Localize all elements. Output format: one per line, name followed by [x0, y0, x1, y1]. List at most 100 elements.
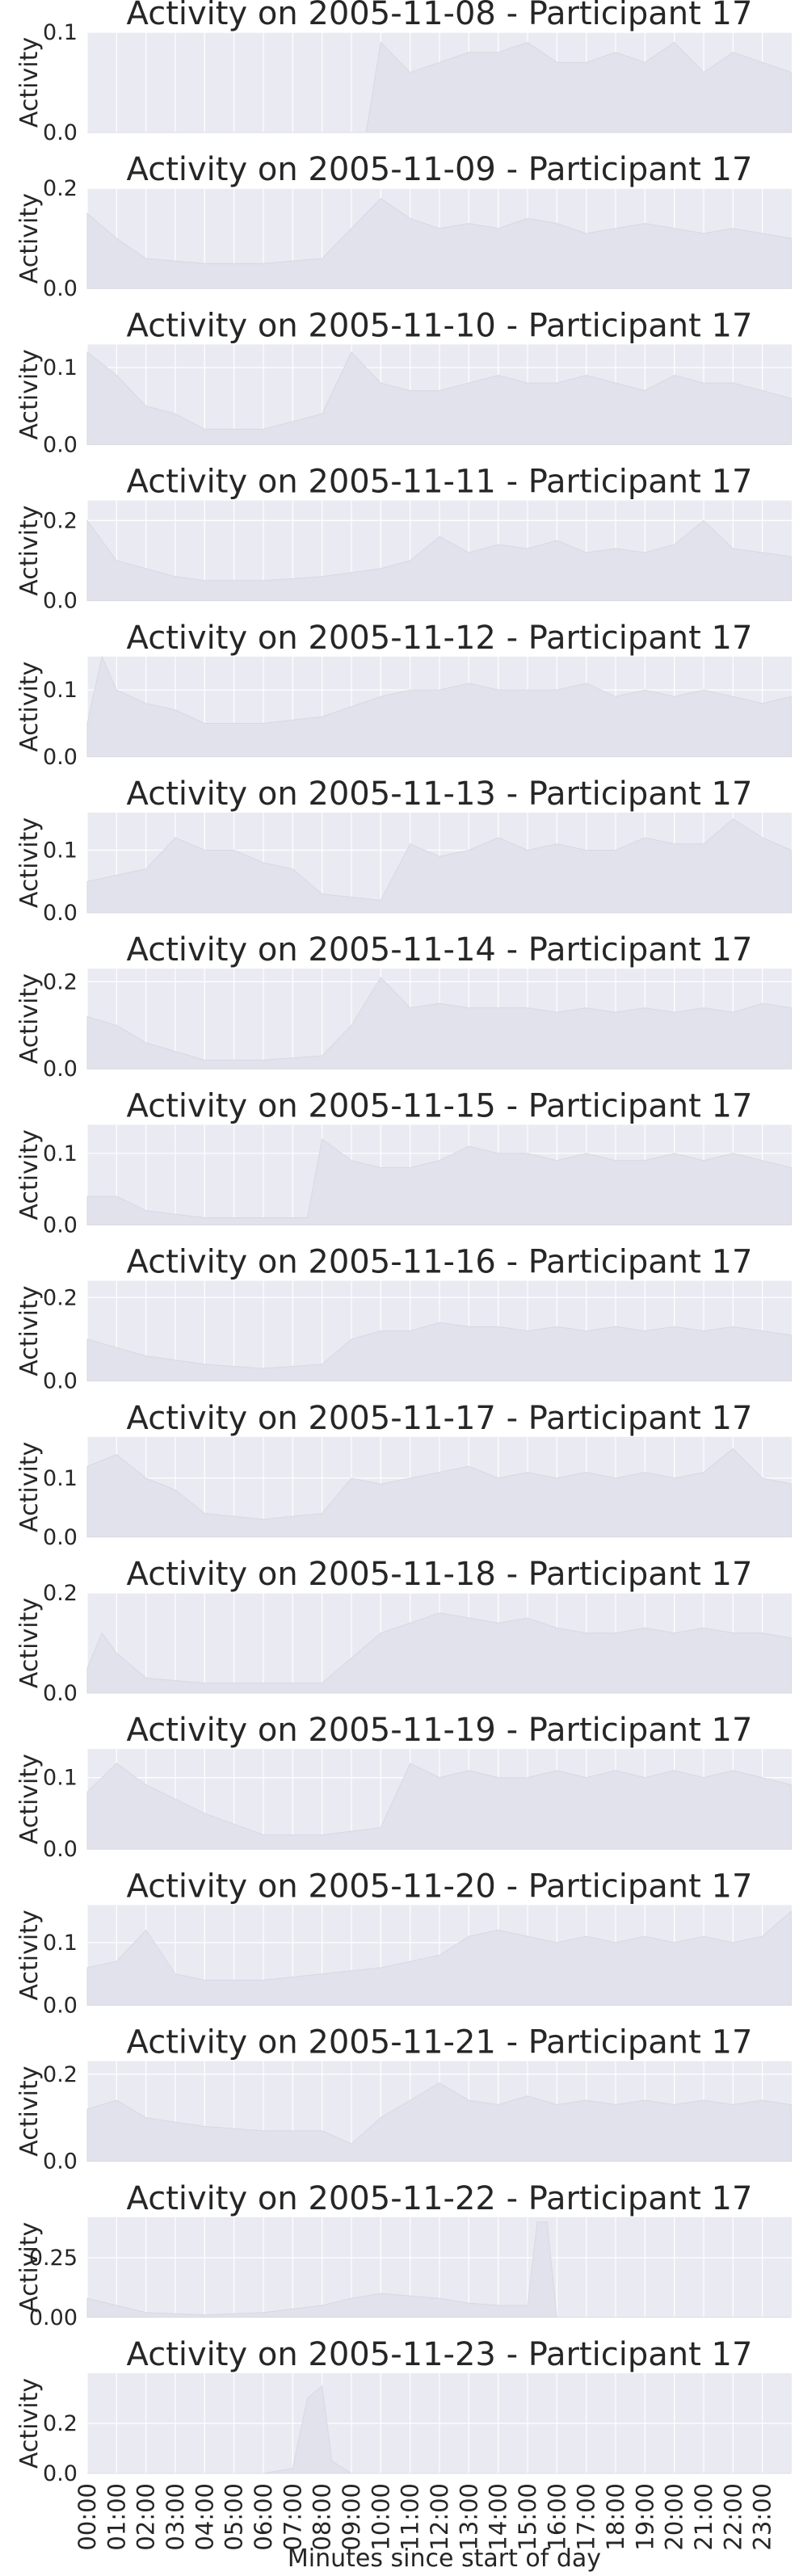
chart-panel: 0.0 0.1 Activity on 2005-11-12 - Participa… — [15, 620, 792, 770]
y-tick-label: 0.2 — [43, 2062, 78, 2087]
y-tick-label: 0.2 — [43, 1581, 78, 1606]
y-tick-label: 0.2 — [43, 2411, 78, 2436]
y-axis-label: Activity — [15, 37, 44, 128]
x-tick-label: 23:00 — [749, 2483, 776, 2551]
y-tick-label: 0.1 — [43, 678, 78, 703]
x-tick-label: 04:00 — [191, 2483, 218, 2551]
chart-title: Activity on 2005-11-20 - Participant 17 — [127, 1868, 753, 1905]
chart-panel: 0.0 0.2 Activity on 2005-11-09 - Participa… — [15, 151, 792, 301]
activity-area — [86, 977, 792, 1069]
chart-panel: 0.0 0.2 Activity on 2005-11-14 - Participa… — [15, 931, 792, 1082]
y-tick-label: 0.1 — [43, 1466, 78, 1491]
y-tick-label: 0.0 — [43, 1212, 78, 1238]
y-tick-label: 0.0 — [43, 589, 78, 614]
activity-area — [86, 818, 792, 914]
chart-title: Activity on 2005-11-15 - Participant 17 — [127, 1087, 753, 1124]
x-tick-label: 08:00 — [309, 2483, 336, 2551]
chart-title: Activity on 2005-11-12 - Participant 17 — [127, 620, 753, 657]
y-tick-label: 0.0 — [43, 276, 78, 301]
x-tick-label: 13:00 — [455, 2483, 482, 2551]
activity-area — [86, 351, 792, 445]
y-tick-label: 0.0 — [43, 1057, 78, 1082]
x-tick-label: 21:00 — [690, 2483, 717, 2551]
activity-area — [86, 2082, 792, 2162]
activity-area — [86, 197, 792, 289]
activity-area — [86, 1910, 792, 2006]
x-tick-label: 15:00 — [514, 2483, 541, 2551]
chart-title: Activity on 2005-11-18 - Participant 17 — [127, 1556, 753, 1593]
y-axis-label: Activity — [15, 1285, 44, 1376]
y-axis-label: Activity — [15, 505, 44, 595]
activity-area — [86, 655, 792, 758]
activity-area — [87, 2385, 792, 2474]
activity-area — [86, 1138, 792, 1225]
y-tick-label: 0.0 — [43, 2461, 78, 2486]
x-tick-label: 12:00 — [426, 2483, 453, 2551]
activity-area — [86, 1322, 792, 1382]
x-tick-label: 17:00 — [573, 2483, 600, 2551]
activity-area — [86, 1763, 792, 1850]
y-tick-label: 0.0 — [43, 1837, 78, 1862]
y-tick-label: 0.1 — [43, 838, 78, 864]
chart-panel: 0.0 0.2 Activity on 2005-11-23 - Participa… — [15, 2336, 792, 2486]
chart-panel: 0.0 0.2 Activity on 2005-11-11 - Participa… — [15, 464, 792, 614]
y-axis-label: Activity — [15, 2065, 44, 2156]
x-tick-label: 07:00 — [279, 2483, 306, 2551]
y-tick-label: 0.2 — [43, 176, 78, 201]
y-tick-label: 0.0 — [43, 1993, 78, 2018]
chart-panel: 0.0 0.1 Activity on 2005-11-10 - Participa… — [15, 307, 792, 457]
activity-area — [87, 41, 792, 133]
y-tick-label: 0.2 — [43, 1285, 78, 1310]
x-tick-label: 03:00 — [162, 2483, 189, 2551]
activity-area — [86, 2221, 792, 2318]
x-tick-label: 10:00 — [367, 2483, 394, 2551]
y-axis-label: Activity — [15, 349, 44, 439]
chart-title: Activity on 2005-11-16 - Participant 17 — [127, 1244, 753, 1281]
activity-area — [86, 519, 792, 602]
y-tick-label: 0.0 — [43, 2149, 78, 2175]
chart-panel: 0.0 0.1 Activity on 2005-11-17 - Participa… — [15, 1400, 792, 1550]
chart-panel: 0.0 0.2 Activity on 2005-11-21 - Participa… — [15, 2024, 792, 2175]
x-tick-label: 01:00 — [103, 2483, 130, 2551]
chart-panel: 0.00 0.25 Activity on 2005-11-22 - Partici… — [15, 2180, 792, 2330]
y-tick-label: 0.25 — [29, 2246, 78, 2271]
x-tick-label: 16:00 — [543, 2483, 570, 2551]
y-axis-label: Activity — [15, 2222, 44, 2313]
x-tick-label: 05:00 — [221, 2483, 248, 2551]
chart-title: Activity on 2005-11-08 - Participant 17 — [127, 0, 753, 32]
y-tick-label: 0.00 — [29, 2305, 78, 2330]
y-axis-label: Activity — [15, 193, 44, 284]
x-tick-label: 00:00 — [74, 2483, 101, 2551]
y-tick-label: 0.1 — [43, 1141, 78, 1166]
x-tick-label: 22:00 — [719, 2483, 746, 2551]
y-tick-label: 0.1 — [43, 355, 78, 380]
y-tick-label: 0.2 — [43, 508, 78, 533]
y-axis-label: Activity — [15, 1754, 44, 1844]
chart-panel: 0.0 0.1 Activity on 2005-11-19 - Participa… — [15, 1712, 792, 1862]
x-tick-label: 18:00 — [602, 2483, 629, 2551]
y-tick-label: 0.0 — [43, 1369, 78, 1394]
y-axis-label: Activity — [15, 1910, 44, 2000]
y-tick-label: 0.0 — [43, 1681, 78, 1706]
activity-area — [86, 1448, 792, 1538]
x-tick-label: 09:00 — [338, 2483, 365, 2551]
chart-panel: 0.0 0.2 Activity on 2005-11-16 - Participa… — [15, 1244, 792, 1394]
chart-title: Activity on 2005-11-21 - Participant 17 — [127, 2024, 753, 2061]
y-tick-label: 0.1 — [43, 20, 78, 45]
x-tick-label: 19:00 — [631, 2483, 658, 2551]
y-tick-label: 0.0 — [43, 745, 78, 770]
y-tick-label: 0.0 — [43, 432, 78, 457]
x-tick-label: 11:00 — [397, 2483, 424, 2551]
y-axis-label: Activity — [15, 973, 44, 1064]
x-tick-label: 02:00 — [132, 2483, 160, 2551]
chart-panel: 0.0 0.2 Activity on 2005-11-18 - Participa… — [15, 1556, 792, 1706]
x-tick-label: 06:00 — [250, 2483, 277, 2551]
y-axis-label: Activity — [15, 1442, 44, 1532]
y-tick-label: 0.1 — [43, 1766, 78, 1791]
y-axis-label: Activity — [15, 2378, 44, 2469]
y-tick-label: 0.0 — [43, 1525, 78, 1550]
y-tick-label: 0.1 — [43, 1931, 78, 1956]
chart-title: Activity on 2005-11-13 - Participant 17 — [127, 775, 753, 813]
chart-title: Activity on 2005-11-19 - Participant 17 — [127, 1712, 753, 1749]
